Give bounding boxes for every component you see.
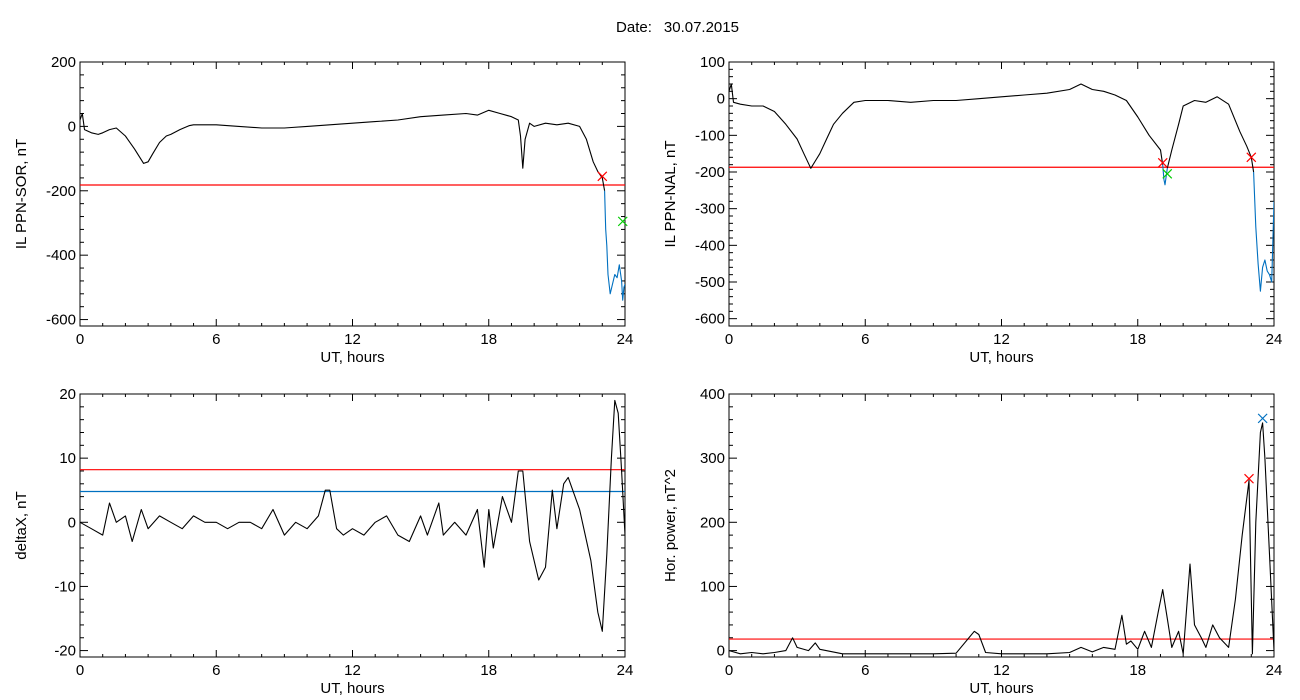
x-tick-label: 6 [861, 331, 869, 348]
series-line [1166, 96, 1255, 173]
date-value: 30.07.2015 [663, 19, 739, 36]
plot-frame [79, 61, 626, 327]
y-tick-label: 10 [59, 450, 76, 467]
y-tick-label: -400 [695, 237, 725, 254]
x-axis-label: UT, hours [969, 349, 1033, 366]
chart-panel-1: 0 6 12 18 24 200 0 -200 -400 -600 UT, hours IL PPN-… [13, 54, 633, 366]
figure-title: Date: 30.07.2015 [0, 19, 1300, 36]
y-tick-label: -600 [695, 311, 725, 328]
marker-blue [1257, 413, 1268, 424]
series-line [1162, 164, 1168, 186]
x-axis-label: UT, hours [320, 680, 384, 697]
y-tick-label: -400 [46, 247, 76, 264]
series-line [1253, 171, 1274, 292]
y-tick-label: -200 [46, 183, 76, 200]
series-line [729, 83, 1164, 169]
x-tick-label: 18 [480, 662, 497, 679]
x-tick-label: 6 [212, 662, 220, 679]
marker-red [1246, 152, 1257, 163]
series-line [80, 109, 606, 191]
chart-panel-3: 0 6 12 18 24 20 10 0 -10 -20 UT, hours deltaX, nT [13, 386, 633, 697]
x-tick-label: 18 [1129, 662, 1146, 679]
date-label: Date: [616, 19, 652, 36]
series-line [604, 190, 625, 301]
y-tick-label: 300 [700, 450, 725, 467]
x-axis-label: UT, hours [969, 680, 1033, 697]
chart-panel-2: 0 6 12 18 24 100 0 -100 -200 -300 -400 -500 -600 UT, … [662, 54, 1282, 366]
y-tick-label: 0 [68, 118, 76, 135]
plot-area [729, 422, 1274, 655]
plot-area [80, 399, 625, 632]
y-tick-label: -20 [54, 643, 76, 660]
y-tick-label: -500 [695, 274, 725, 291]
x-tick-label: 12 [993, 331, 1010, 348]
x-tick-label: 12 [344, 662, 361, 679]
marker-red [597, 171, 608, 182]
y-tick-label: 0 [717, 643, 725, 660]
x-tick-label: 0 [725, 662, 733, 679]
x-tick-label: 18 [1129, 331, 1146, 348]
y-tick-label: 100 [700, 578, 725, 595]
y-tick-label: 20 [59, 386, 76, 403]
y-tick-label: -300 [695, 201, 725, 218]
x-tick-label: 12 [993, 662, 1010, 679]
y-axis-label: Hor. power, nT^2 [662, 469, 679, 582]
y-axis-label: IL PPN-NAL, nT [662, 141, 679, 248]
y-tick-label: 200 [700, 514, 725, 531]
marker-red [1244, 473, 1254, 484]
x-tick-label: 24 [1266, 662, 1283, 679]
x-tick-label: 0 [725, 331, 733, 348]
plot-area [729, 83, 1274, 292]
x-axis-label: UT, hours [320, 349, 384, 366]
y-tick-label: -100 [695, 127, 725, 144]
y-tick-label: -10 [54, 578, 76, 595]
marker-red [1157, 157, 1168, 168]
x-tick-label: 24 [617, 662, 634, 679]
y-tick-label: -200 [695, 164, 725, 181]
x-tick-label: 18 [480, 331, 497, 348]
series-line [729, 422, 1274, 655]
x-tick-label: 12 [344, 331, 361, 348]
y-tick-label: -600 [46, 312, 76, 329]
y-tick-label: 200 [51, 54, 76, 71]
y-tick-label: 400 [700, 386, 725, 403]
chart-panel-4: 0 6 12 18 24 400 300 200 100 0 UT, hours Hor. power… [662, 386, 1282, 697]
plot-area [80, 109, 625, 301]
y-axis-label: deltaX, nT [13, 491, 30, 559]
plot-frame [79, 393, 626, 658]
x-tick-label: 0 [76, 331, 84, 348]
x-tick-label: 0 [76, 662, 84, 679]
x-tick-label: 24 [1266, 331, 1283, 348]
y-tick-label: 0 [68, 514, 76, 531]
x-tick-label: 24 [617, 331, 634, 348]
series-line [80, 399, 625, 632]
marker-green [1162, 168, 1173, 179]
plot-frame [728, 393, 1275, 658]
x-tick-label: 6 [861, 662, 869, 679]
y-axis-label: IL PPN-SOR, nT [13, 139, 30, 249]
x-tick-label: 6 [212, 331, 220, 348]
marker-green [617, 216, 628, 227]
y-tick-label: 100 [700, 54, 725, 71]
y-tick-label: 0 [717, 91, 725, 108]
